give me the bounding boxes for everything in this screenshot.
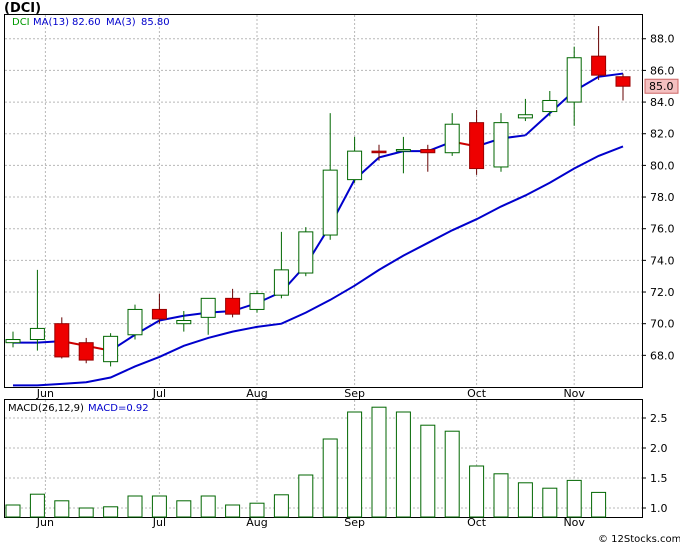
candle-body xyxy=(542,99,558,113)
price-tick-label: 68.0 xyxy=(650,349,675,362)
last-price-label: 85.0 xyxy=(649,80,674,93)
price-tick-label: 78.0 xyxy=(650,191,675,204)
macd-x-tick-label: Aug xyxy=(246,516,267,529)
macd-bar xyxy=(347,411,363,518)
legend-ma3-value: 85.80 xyxy=(141,17,170,28)
macd-bar xyxy=(103,506,119,518)
candle-body xyxy=(298,231,314,274)
candle-body xyxy=(200,297,216,318)
price-x-tick-label: Aug xyxy=(246,387,267,400)
price-tick-label: 84.0 xyxy=(650,96,675,109)
candle-body xyxy=(127,308,143,336)
candle-body xyxy=(29,327,45,341)
candle-body xyxy=(176,320,192,325)
macd-bar xyxy=(273,494,289,518)
macd-tick-label: 1.5 xyxy=(650,472,668,485)
footer-credit: © 12Stocks.com xyxy=(598,534,680,545)
macd-bar xyxy=(469,465,485,518)
macd-bar xyxy=(5,504,21,518)
macd-tick-label: 2.5 xyxy=(650,412,668,425)
price-x-tick-label: Sep xyxy=(344,387,365,400)
macd-bar xyxy=(249,502,265,518)
candle-body xyxy=(591,55,607,76)
macd-bar xyxy=(127,495,143,518)
chart-title: (DCI) xyxy=(4,1,42,16)
macd-legend-label: MACD(26,12,9) xyxy=(8,403,84,414)
macd-bar xyxy=(176,500,192,518)
macd-bar xyxy=(444,430,460,518)
price-x-tick-label: Jun xyxy=(36,387,54,400)
macd-x-tick-label: Oct xyxy=(467,516,487,529)
candle-body xyxy=(566,57,582,103)
price-tick-label: 88.0 xyxy=(650,33,675,46)
legend-ma13-label: MA(13) xyxy=(33,17,69,28)
macd-bar xyxy=(151,495,167,518)
candle-body xyxy=(395,149,411,152)
macd-legend-value: MACD=0.92 xyxy=(88,403,149,414)
candle-body xyxy=(615,76,631,87)
macd-tick-label: 1.0 xyxy=(650,502,668,515)
candle-body xyxy=(420,149,436,154)
macd-bar xyxy=(54,500,70,518)
candle-body xyxy=(444,123,460,154)
macd-bar xyxy=(322,438,338,518)
macd-bar xyxy=(493,473,509,518)
macd-bar xyxy=(517,482,533,518)
candle-body xyxy=(517,114,533,119)
macd-bar xyxy=(371,406,387,518)
macd-bar xyxy=(566,479,582,518)
ma3-line-segment xyxy=(159,314,184,322)
macd-tick-label: 2.0 xyxy=(650,442,668,455)
candle-body xyxy=(54,323,70,358)
price-tick-label: 80.0 xyxy=(650,159,675,172)
legend-ma3-label: MA(3) xyxy=(106,17,136,28)
price-tick-label: 82.0 xyxy=(650,128,675,141)
price-x-tick-label: Nov xyxy=(563,387,585,400)
candle-body xyxy=(249,293,265,310)
candle-body xyxy=(103,335,119,363)
macd-bar xyxy=(78,507,94,518)
candle-body xyxy=(469,122,485,170)
candle-body xyxy=(273,269,289,296)
macd-x-tick-label: Jul xyxy=(152,516,166,529)
macd-bar xyxy=(200,495,216,518)
candle-body xyxy=(225,297,241,315)
price-tick-label: 70.0 xyxy=(650,318,675,331)
legend-symbol: DCI xyxy=(12,17,30,28)
candle-body xyxy=(78,342,94,361)
price-tick-label: 72.0 xyxy=(650,286,675,299)
macd-bar xyxy=(29,493,45,518)
macd-x-tick-label: Nov xyxy=(563,516,585,529)
candle-body xyxy=(371,150,387,154)
macd-bar xyxy=(542,487,558,518)
macd-bar xyxy=(225,504,241,518)
last-price-box xyxy=(644,78,679,94)
ma3-line-segment xyxy=(378,150,404,159)
ma3-line-segment xyxy=(524,112,551,137)
legend-ma13-value: 82.60 xyxy=(72,17,101,28)
price-tick-label: 76.0 xyxy=(650,223,675,236)
macd-bar xyxy=(298,474,314,518)
price-x-tick-label: Oct xyxy=(467,387,487,400)
candle-body xyxy=(322,169,338,236)
candle-body xyxy=(347,150,363,181)
macd-bar xyxy=(395,411,411,518)
ma3-line-segment xyxy=(598,72,624,78)
candle-body xyxy=(5,339,21,344)
price-tick-label: 86.0 xyxy=(650,64,675,77)
macd-x-tick-label: Jun xyxy=(36,516,54,529)
macd-bar xyxy=(420,424,436,518)
ma13-line xyxy=(13,145,624,387)
price-tick-label: 74.0 xyxy=(650,254,675,267)
macd-x-tick-label: Sep xyxy=(344,516,365,529)
candle-body xyxy=(151,308,167,320)
price-x-tick-label: Jul xyxy=(152,387,166,400)
candle-body xyxy=(493,122,509,168)
macd-bar xyxy=(591,491,607,518)
